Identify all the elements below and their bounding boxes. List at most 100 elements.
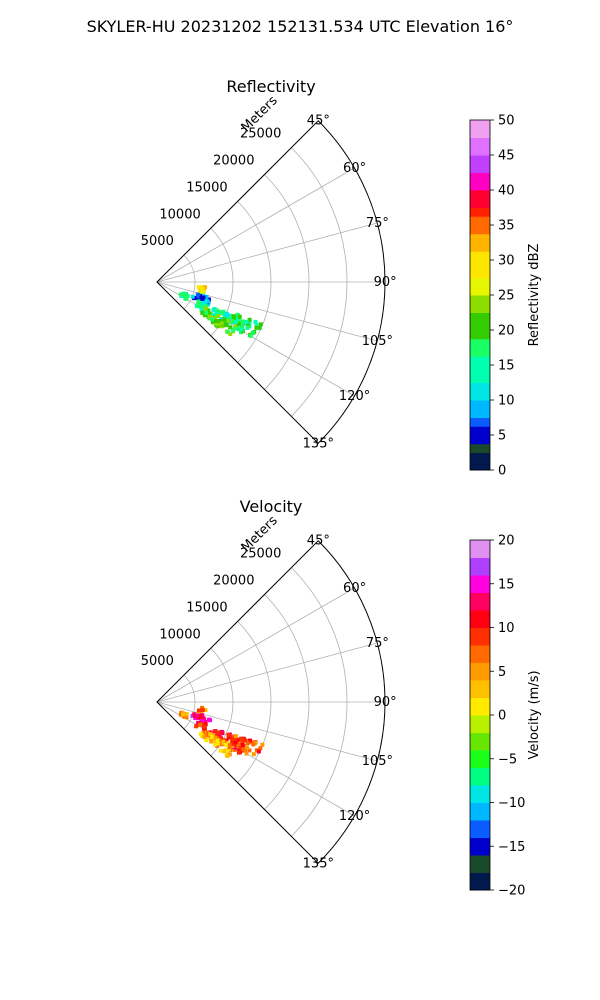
echo-gate [223, 323, 228, 328]
colorbar-tick-label: −20 [498, 884, 525, 899]
colorbar-segment [470, 382, 490, 392]
echo-gate [196, 715, 201, 720]
colorbar-tick-label: 10 [498, 621, 515, 636]
colorbar-segment [470, 802, 490, 812]
radial-tick-label: 5000 [141, 234, 174, 249]
colorbar-segment [470, 575, 490, 585]
panel-title: Velocity [240, 497, 303, 516]
echo-gate [213, 319, 218, 324]
colorbar-tick-label: 40 [498, 184, 515, 199]
echo-gate [204, 738, 209, 743]
echo-gate [225, 753, 230, 758]
colorbar-tick-label: 0 [498, 709, 506, 724]
sector-outline [156, 120, 386, 444]
echo-gate [196, 294, 201, 299]
echo-gate [226, 732, 231, 737]
echo-gate [240, 319, 245, 324]
angle-tick-label: 45° [307, 534, 330, 549]
echo-gate [233, 320, 238, 325]
colorbar-segment [470, 303, 490, 313]
echo-gate [230, 328, 235, 333]
colorbar-segment [470, 741, 490, 751]
echo-gate [201, 719, 206, 724]
echo-gate [209, 739, 214, 744]
echo-gate [196, 708, 201, 713]
echo-gate [200, 705, 205, 710]
echo-gate [204, 310, 209, 315]
colorbar-segment [470, 653, 490, 663]
echo-gate [219, 311, 224, 316]
echo-gate [219, 317, 224, 322]
azimuth-gridline [156, 281, 378, 342]
colorbar-segment [470, 723, 490, 733]
colorbar-segment [470, 400, 490, 410]
echo-gate [244, 319, 249, 324]
colorbar-tick-label: 20 [498, 324, 515, 339]
colorbar: 0 5 10 15 20 25 30 35 40 45 50 Reflectivity dBZ [469, 114, 542, 479]
echo-gate [247, 317, 252, 322]
echo-gate [205, 730, 210, 735]
colorbar-tick-label: 25 [498, 289, 515, 304]
echo-gate [185, 293, 190, 298]
colorbar-tick-label: −10 [498, 796, 525, 811]
echo-gate [225, 329, 230, 334]
colorbar-segment [470, 443, 490, 453]
colorbar-segment [470, 321, 490, 331]
angle-tick-label: 105° [362, 334, 393, 349]
colorbar-segment [470, 863, 490, 873]
echo-gate [221, 741, 226, 746]
echo-gate [218, 748, 223, 753]
colorbar-segment [470, 207, 490, 217]
echo-gate [207, 718, 212, 723]
angle-tick-label: 90° [374, 695, 397, 710]
echo-gate [200, 296, 205, 301]
echo-gate [201, 730, 206, 735]
colorbar-segment [470, 356, 490, 366]
colorbar-segment [470, 277, 490, 287]
echo-gate [248, 333, 253, 338]
echo-gate [206, 308, 211, 313]
echo-gate [247, 748, 252, 753]
echo-gate [207, 311, 212, 316]
echo-gate [222, 317, 227, 322]
colorbar-segment [470, 312, 490, 322]
echo-gate [251, 742, 256, 747]
echo-gate [213, 321, 218, 326]
echo-gate [183, 294, 188, 299]
echo-gate [239, 323, 244, 328]
angle-tick-label: 60° [343, 581, 366, 596]
echo-gate [260, 742, 265, 747]
colorbar-segment [470, 688, 490, 698]
echo-gate [223, 743, 228, 748]
colorbar-segment [470, 225, 490, 235]
colorbar-segment [470, 758, 490, 768]
colorbar-tick-label: 35 [498, 219, 515, 234]
echo-gate [190, 294, 195, 299]
radial-tick-label: 10000 [159, 627, 200, 642]
azimuth-gridline [156, 701, 355, 817]
echo-gate [245, 738, 250, 743]
colorbar-segment [470, 216, 490, 226]
azimuth-gridline [156, 281, 355, 397]
echo-gate [201, 716, 206, 721]
echo-gate [202, 724, 207, 729]
echo-gate [254, 325, 259, 330]
echo-gate [181, 712, 186, 717]
colorbar-segment [470, 811, 490, 821]
echo-gate [215, 743, 220, 748]
echo-gate [237, 326, 242, 331]
colorbar-label: Velocity (m/s) [527, 670, 542, 759]
echo-gate [225, 313, 230, 318]
colorbar-segment [470, 163, 490, 173]
echo-gate [206, 302, 211, 307]
colorbar-segment [470, 846, 490, 856]
colorbar-segment [470, 837, 490, 847]
colorbar-segment [470, 198, 490, 208]
echo-gate [233, 734, 238, 739]
echo-gate [193, 714, 198, 719]
echo-gate [198, 722, 203, 727]
echo-gate [199, 307, 204, 312]
echo-gate [222, 749, 227, 754]
echo-gate [230, 737, 235, 742]
echo-gate [196, 299, 201, 304]
